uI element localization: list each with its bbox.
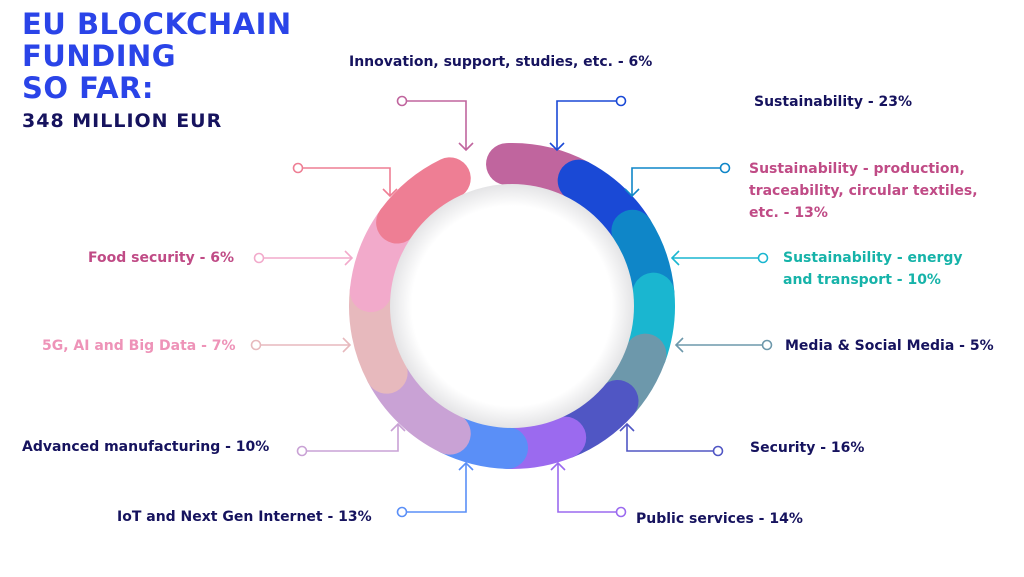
segment-label-10: Food security - 6%: [88, 250, 235, 266]
connector-dot-7: [396, 506, 408, 518]
connector-dot-0: [396, 95, 408, 107]
segment-label-3: Sustainability - energy and transport - …: [783, 250, 963, 288]
connector-arrowhead-11: [382, 188, 398, 198]
connector-arrowhead-3: [670, 250, 680, 266]
title-line-3: SO FAR:: [22, 71, 154, 105]
segment-label-7: IoT and Next Gen Internet - 13%: [117, 509, 372, 525]
segment-label-2: Sustainability - production, traceabilit…: [749, 161, 978, 221]
connector-dot-5: [712, 445, 724, 457]
title-block: EU BLOCKCHAIN FUNDING SO FAR: 348 MILLIO…: [22, 8, 292, 132]
segment-label-5: Security - 16%: [750, 440, 865, 456]
connector-dot-2: [719, 162, 731, 174]
connector-arrowhead-8: [390, 422, 406, 432]
connector-arrowhead-9: [342, 337, 352, 353]
segment-label-1: Sustainability - 23%: [754, 94, 913, 110]
connector-line-1: [556, 100, 621, 150]
segment-label-8: Advanced manufacturing - 10%: [22, 439, 270, 455]
connector-dot-6: [615, 506, 627, 518]
segment-label-9: 5G, AI and Big Data - 7%: [42, 338, 236, 354]
segment-label-0: Innovation, support, studies, etc. - 6%: [349, 54, 653, 70]
connector-line-0: [402, 100, 467, 150]
title-line-2: FUNDING: [22, 39, 177, 73]
connector-arrowhead-2: [624, 188, 640, 198]
funding-total: 348 MILLION EUR: [22, 110, 223, 132]
connector-dot-9: [250, 339, 262, 351]
connector-dot-1: [615, 95, 627, 107]
connector-line-7: [402, 463, 467, 513]
donut-hole: [390, 184, 634, 428]
connector-arrowhead-4: [674, 337, 684, 353]
connector-arrowhead-0: [458, 142, 474, 152]
title-line-1: EU BLOCKCHAIN: [22, 7, 292, 41]
connector-dot-4: [761, 339, 773, 351]
connector-line-6: [557, 463, 621, 513]
donut-segment-11: [376, 157, 471, 244]
connector-line-5: [626, 424, 718, 452]
connector-line-2: [631, 167, 725, 196]
segment-label-4: Media & Social Media - 5%: [785, 338, 994, 354]
connector-arrowhead-7: [458, 461, 474, 471]
connector-dot-8: [296, 445, 308, 457]
connector-arrowhead-1: [549, 142, 565, 152]
connector-arrowhead-6: [550, 461, 566, 471]
connector-dot-10: [253, 252, 265, 264]
connector-arrowhead-5: [619, 422, 635, 432]
segment-label-6: Public services - 14%: [636, 511, 803, 527]
connector-dot-11: [292, 162, 304, 174]
connector-line-11: [298, 167, 391, 196]
connector-line-8: [302, 424, 399, 452]
connector-dot-3: [757, 252, 769, 264]
connector-arrowhead-10: [344, 250, 354, 266]
